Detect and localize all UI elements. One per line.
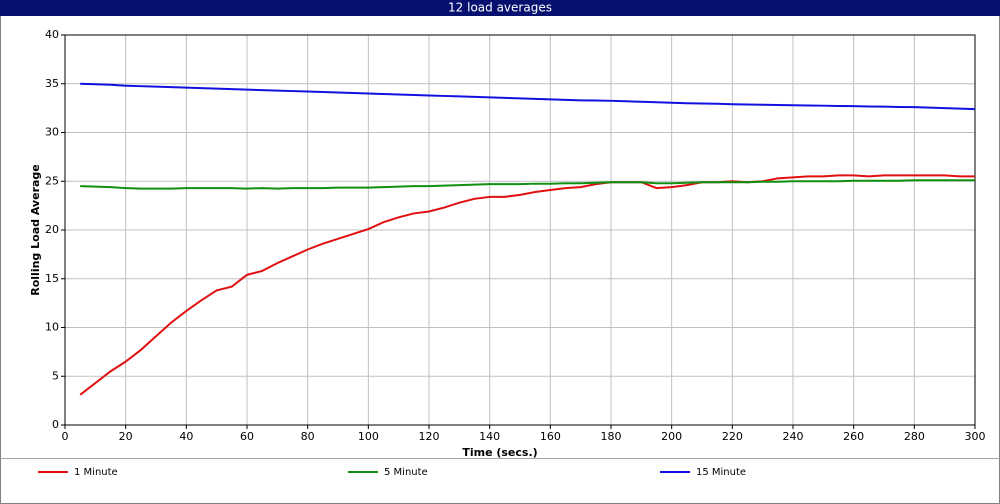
series-line [80,179,975,190]
x-tick-label: 60 [240,430,254,443]
y-axis-label: Rolling Load Average [29,164,42,296]
x-tick-label: 240 [783,430,804,443]
x-tick-label: 260 [843,430,864,443]
x-tick-label: 200 [661,430,682,443]
y-tick-label: 40 [45,28,59,41]
y-tick-label: 0 [52,418,59,431]
plot-frame [64,34,976,426]
x-tick-label: 180 [601,430,622,443]
series-line [79,174,975,396]
x-tick-label: 0 [62,430,69,443]
y-tick-label: 20 [45,223,59,236]
legend-label: 1 Minute [74,467,118,478]
chart-title: 12 load averages [448,1,552,15]
x-tick-label: 20 [119,430,133,443]
legend-label: 15 Minute [696,467,746,478]
legend-label: 5 Minute [384,467,428,478]
x-tick-label: 120 [419,430,440,443]
x-tick-label: 280 [904,430,925,443]
series-line [80,82,976,111]
x-tick-label: 40 [179,430,193,443]
x-tick-label: 100 [358,430,379,443]
y-tick-label: 30 [45,126,59,139]
x-tick-label: 160 [540,430,561,443]
x-tick-label: 140 [479,430,500,443]
y-tick-label: 35 [45,77,59,90]
y-tick-label: 10 [45,321,59,334]
x-axis-label: Time (secs.) [462,446,537,459]
x-tick-label: 300 [965,430,986,443]
title-bar [0,0,1000,16]
y-tick-label: 15 [45,272,59,285]
x-tick-label: 80 [301,430,315,443]
x-tick-label: 220 [722,430,743,443]
y-tick-label: 25 [45,174,59,187]
y-tick-label: 5 [52,369,59,382]
